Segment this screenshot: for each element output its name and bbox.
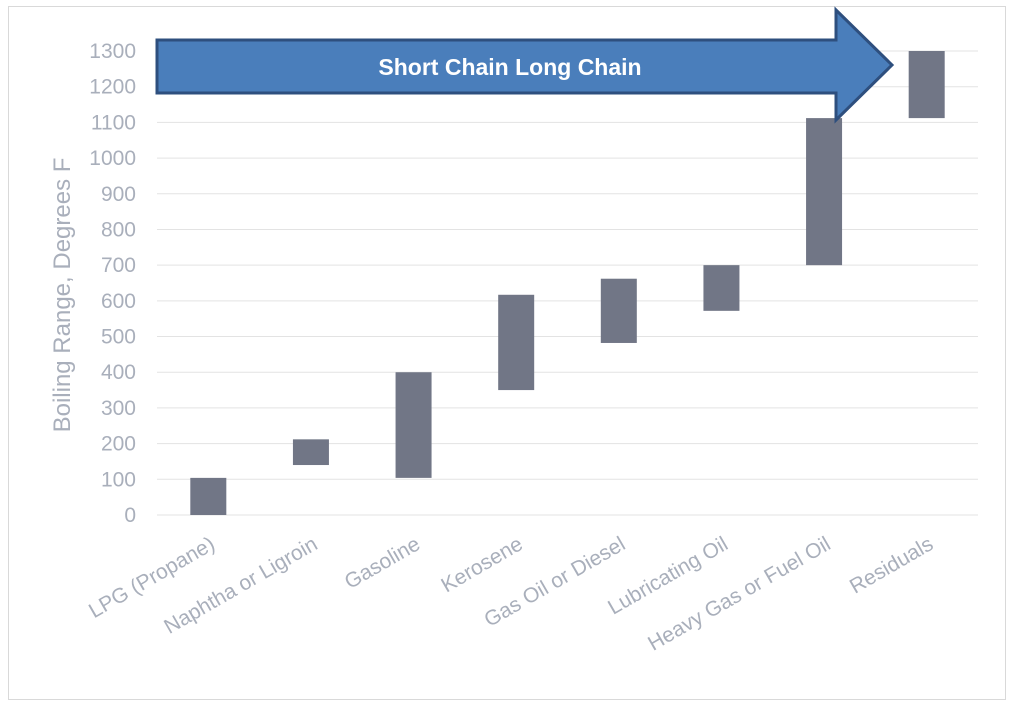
- y-tick-label: 1200: [89, 76, 136, 99]
- range-bar: [395, 372, 432, 478]
- range-bar: [600, 278, 637, 343]
- y-tick-label: 700: [101, 254, 136, 277]
- category-label: Gasoline: [341, 532, 424, 593]
- y-axis-ticks: 0 100 200 300 400 500 600 700 800 900 1000 1100 1200…: [89, 40, 136, 527]
- y-tick-label: 400: [101, 361, 136, 384]
- y-tick-label: 300: [101, 397, 136, 420]
- y-tick-label: 500: [101, 326, 136, 349]
- range-bar: [190, 477, 227, 515]
- chain-annotation-label: Short Chain Long Chain: [378, 54, 641, 80]
- y-tick-label: 1100: [91, 111, 136, 134]
- y-tick-label: 200: [101, 433, 136, 456]
- range-bar: [806, 118, 843, 266]
- bars: [190, 51, 945, 515]
- chain-arrow-annotation: Short Chain Long Chain: [155, 6, 895, 124]
- gridlines: [157, 50, 978, 516]
- range-bar: [908, 51, 945, 119]
- x-axis-categories: LPG (Propane)Naphtha or Ligroin Gasoline K…: [85, 532, 937, 655]
- y-axis-label: Boiling Range, Degrees F: [49, 158, 76, 433]
- right-arrow-icon: [155, 6, 895, 124]
- y-tick-label: 800: [101, 218, 136, 241]
- category-label: Residuals: [846, 532, 937, 598]
- range-bar: [292, 439, 329, 466]
- range-bar: [703, 265, 740, 311]
- y-tick-label: 900: [101, 183, 136, 206]
- range-bar: [498, 294, 535, 391]
- y-tick-label: 600: [101, 290, 136, 313]
- y-tick-label: 1300: [89, 40, 136, 63]
- y-tick-label: 0: [124, 504, 136, 527]
- category-label: Heavy Gas or Fuel Oil: [644, 532, 834, 655]
- y-tick-label: 1000: [89, 147, 136, 170]
- y-tick-label: 100: [101, 468, 136, 491]
- category-label: Kerosene: [437, 532, 526, 597]
